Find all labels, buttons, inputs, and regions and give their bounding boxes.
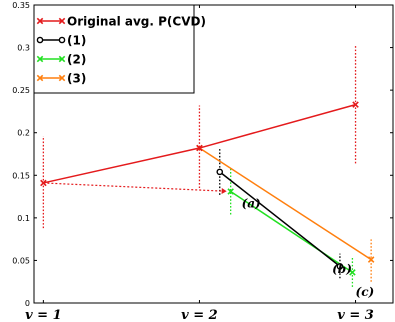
- arrows: [43, 182, 227, 195]
- series-line: [199, 147, 372, 261]
- y-tick-label: 0.1: [17, 214, 30, 223]
- x-tick-label: v = 3: [337, 308, 374, 322]
- y-tick-label: 0.3: [17, 44, 30, 53]
- annotation-label: (b): [332, 262, 352, 276]
- legend: Original avg. P(CVD) (1) (2) (3): [33, 4, 206, 94]
- data-point: [40, 179, 47, 187]
- series-line: [219, 171, 341, 267]
- arrow-head: [221, 188, 227, 195]
- legend-marker: [58, 74, 66, 82]
- y-tick-label: 0.15: [12, 171, 30, 180]
- legend-marker: [36, 17, 44, 25]
- data-point: [216, 168, 224, 176]
- y-tick-label: 0.05: [12, 256, 30, 265]
- y-tick-label: 0.35: [12, 1, 30, 10]
- annotation-label: (c): [356, 285, 375, 299]
- data-point: [227, 188, 234, 195]
- y-tick-label: 0: [25, 299, 30, 308]
- x-tick-label: v = 2: [181, 308, 218, 322]
- legend-label: Original avg. P(CVD): [67, 15, 206, 29]
- legend-marker: [36, 36, 44, 44]
- x-axis-ticks: v = 1 v = 2 v = 3: [25, 5, 374, 322]
- annotations: (a) (b) (c): [242, 197, 375, 300]
- legend-marker: [36, 74, 44, 82]
- legend-label: (1): [67, 34, 86, 48]
- plot-frame: [33, 4, 394, 304]
- legend-label: (3): [67, 72, 86, 86]
- y-tick-label: 0.25: [12, 86, 30, 95]
- legend-marker: [58, 55, 66, 63]
- y-tick-label: 0.2: [17, 129, 30, 138]
- data-point: [196, 144, 203, 152]
- series-markers: [40, 101, 375, 276]
- data-point: [352, 101, 359, 108]
- data-point: [367, 256, 375, 263]
- legend-marker: [58, 36, 66, 44]
- legend-label: (2): [67, 53, 86, 67]
- series-lines: [43, 103, 372, 273]
- annotation-label: (a): [242, 197, 261, 211]
- x-tick-label: v = 1: [25, 308, 62, 322]
- data-point: [336, 263, 344, 270]
- legend-marker: [58, 17, 66, 25]
- legend-marker: [36, 55, 44, 63]
- arrow-line: [43, 182, 227, 192]
- series-line: [230, 190, 353, 273]
- data-point: [349, 269, 356, 276]
